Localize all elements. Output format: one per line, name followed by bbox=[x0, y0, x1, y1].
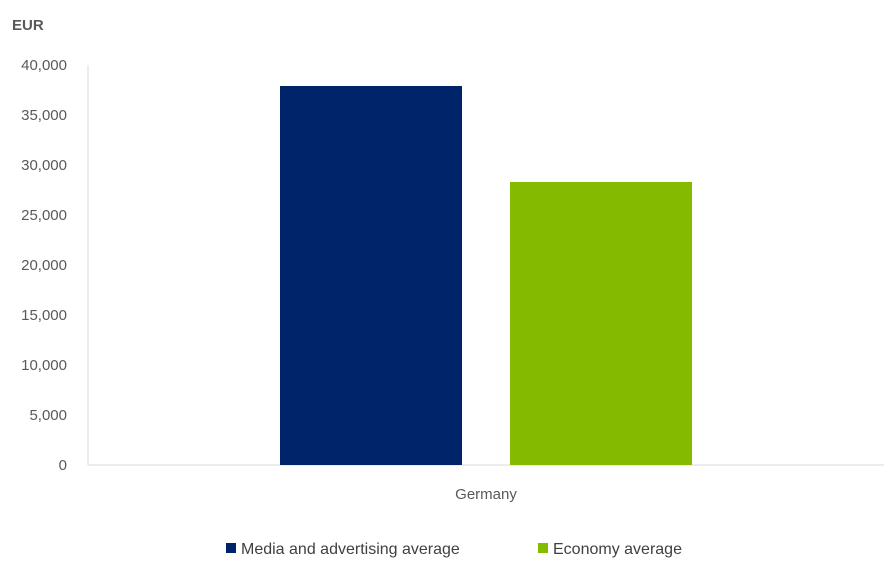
y-tick-label: 15,000 bbox=[21, 307, 67, 324]
bar-media-advertising-germany bbox=[280, 86, 462, 465]
legend-swatch bbox=[226, 543, 236, 553]
y-tick-label: 20,000 bbox=[21, 257, 67, 274]
legend-label: Economy average bbox=[553, 541, 682, 558]
bar-economy-germany bbox=[510, 182, 692, 465]
y-tick-label: 5,000 bbox=[29, 407, 67, 424]
legend: Media and advertising average Economy ave… bbox=[226, 541, 682, 558]
y-axis-label: EUR bbox=[12, 17, 44, 34]
legend-swatch bbox=[538, 543, 548, 553]
bars bbox=[280, 86, 692, 465]
x-category-label: Germany bbox=[455, 486, 517, 503]
y-tick-label: 35,000 bbox=[21, 107, 67, 124]
y-tick-label: 40,000 bbox=[21, 57, 67, 74]
y-tick-label: 10,000 bbox=[21, 357, 67, 374]
category-labels: Germany bbox=[455, 486, 517, 503]
y-tick-label: 25,000 bbox=[21, 207, 67, 224]
legend-label: Media and advertising average bbox=[241, 541, 460, 558]
y-tick-label: 30,000 bbox=[21, 157, 67, 174]
y-tick-label: 0 bbox=[59, 457, 67, 474]
y-axis-ticks: 0 5,000 10,000 15,000 20,000 25,000 30,000 35,0… bbox=[21, 57, 67, 474]
